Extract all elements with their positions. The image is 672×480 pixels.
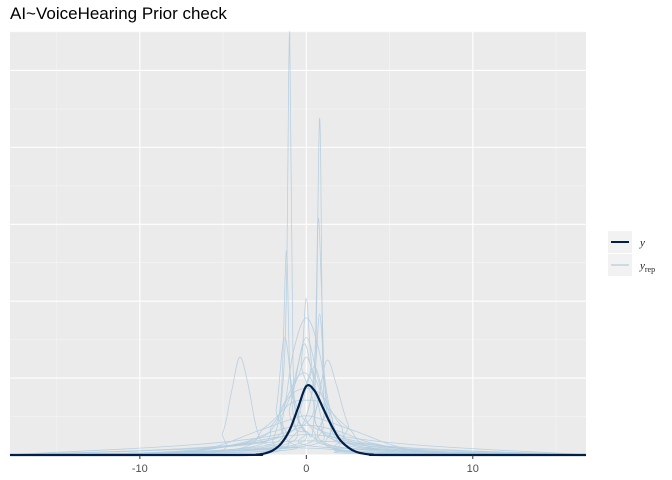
plot-panel xyxy=(10,32,586,455)
x-tick-label: 0 xyxy=(303,463,309,475)
series-yrep-line-3 xyxy=(9,217,587,456)
series-yrep-line-17 xyxy=(9,297,587,456)
series-yrep-line-13 xyxy=(9,372,587,456)
x-tick-label: -10 xyxy=(132,463,148,475)
legend-label-y: y xyxy=(639,237,645,249)
series-yrep-line-19 xyxy=(9,359,587,456)
x-axis: -10 0 10 xyxy=(132,455,479,475)
series-yrep-line-5 xyxy=(9,317,587,456)
series-layer xyxy=(9,31,587,457)
legend-label-yrep: yrep xyxy=(639,260,655,274)
legend: y yrep xyxy=(608,231,655,276)
series-yrep-line-12 xyxy=(9,366,587,456)
series-yrep-line-15 xyxy=(9,337,587,456)
series-yrep-line-4 xyxy=(9,356,587,456)
x-tick-label: 10 xyxy=(467,463,479,475)
chart-title: AI~VoiceHearing Prior check xyxy=(10,4,227,23)
series-y-line xyxy=(9,384,586,457)
